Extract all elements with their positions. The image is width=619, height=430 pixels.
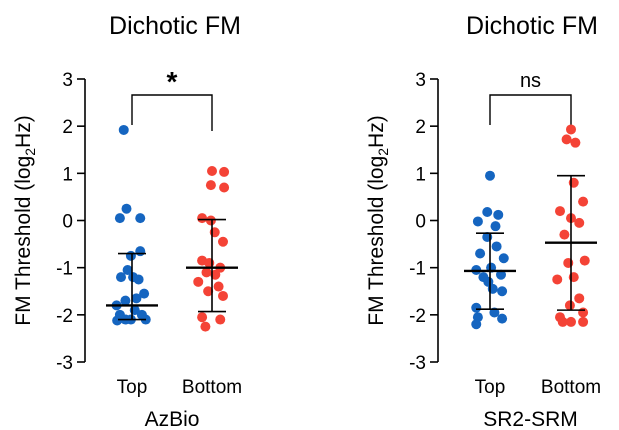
- data-point-top: [125, 250, 136, 261]
- data-point-top: [116, 272, 126, 283]
- data-point-bottom: [552, 274, 563, 285]
- data-point-top: [120, 295, 131, 306]
- data-point-top: [482, 207, 493, 218]
- y-tick-label: -3: [56, 353, 73, 374]
- chart-title: Dichotic FM: [109, 12, 241, 40]
- y-tick-label: -2: [409, 306, 426, 327]
- data-point-bottom: [218, 290, 228, 301]
- data-point-bottom: [207, 165, 217, 176]
- y-tick-label: 1: [62, 164, 73, 185]
- data-point-bottom: [205, 180, 216, 191]
- data-point-top: [497, 313, 508, 324]
- data-point-top: [135, 246, 146, 257]
- data-point-top: [496, 269, 506, 280]
- data-point-bottom: [566, 124, 576, 135]
- data-point-bottom: [197, 213, 208, 224]
- significance-label: ns: [520, 70, 541, 92]
- data-point-top: [475, 248, 486, 259]
- x-axis-label: AzBio: [145, 408, 200, 430]
- panel-sr2-srm: Dichotic FM -3 -2 -1 0 1 2 3 FM Threshold (log2H…: [365, 12, 601, 430]
- data-point-bottom: [215, 314, 226, 325]
- data-point-top: [122, 265, 133, 276]
- data-point-bottom: [197, 312, 208, 323]
- y-tick-label: -1: [409, 259, 426, 280]
- data-point-bottom: [579, 255, 590, 266]
- data-point-bottom: [559, 229, 570, 240]
- data-point-top: [472, 216, 483, 227]
- data-point-bottom: [578, 316, 589, 327]
- y-tick-label: -3: [409, 353, 426, 374]
- data-point-top: [493, 209, 504, 220]
- data-point-top: [135, 213, 146, 224]
- data-point-bottom: [574, 293, 585, 304]
- data-point-bottom: [219, 166, 230, 177]
- data-point-bottom: [561, 134, 572, 145]
- data-point-top: [133, 274, 144, 285]
- significance-bracket: [131, 94, 213, 131]
- data-point-top: [498, 253, 509, 264]
- data-point-top: [497, 286, 508, 297]
- data-point-top: [121, 203, 132, 214]
- data-point-top: [471, 302, 482, 313]
- data-point-top: [131, 293, 142, 304]
- data-point-bottom: [557, 316, 568, 327]
- data-point-bottom: [566, 316, 576, 327]
- data-point-bottom: [578, 196, 589, 207]
- chart-title: Dichotic FM: [466, 12, 598, 40]
- data-point-bottom: [193, 276, 204, 287]
- data-point-top: [118, 124, 129, 135]
- y-tick-label: 3: [415, 70, 426, 91]
- y-tick-label: 1: [415, 164, 426, 185]
- data-point-bottom: [205, 215, 216, 226]
- panel-azbio: Dichotic FM -3 -2 -1 0 1 2 3 FM Threshold (log2H…: [12, 12, 242, 430]
- data-point-top: [490, 221, 501, 232]
- data-point-bottom: [570, 137, 581, 148]
- data-point-bottom: [201, 267, 212, 278]
- y-tick-label: 2: [62, 117, 73, 138]
- y-tick-label: 0: [62, 212, 73, 233]
- data-point-top: [114, 213, 125, 224]
- data-point-bottom: [574, 217, 585, 228]
- data-point-bottom: [213, 281, 224, 292]
- x-category-label: Bottom: [541, 377, 601, 398]
- data-point-top: [471, 319, 482, 330]
- x-category-label: Top: [475, 377, 506, 398]
- data-point-bottom: [203, 286, 214, 297]
- y-tick-label: 0: [415, 212, 426, 233]
- data-point-top: [491, 241, 502, 252]
- data-point-top: [485, 170, 495, 181]
- data-point-bottom: [218, 236, 228, 247]
- x-axis-label: SR2-SRM: [483, 408, 578, 430]
- x-category-label: Top: [117, 377, 148, 398]
- data-point-top: [489, 307, 500, 318]
- data-point-top: [139, 288, 150, 299]
- x-category-label: Bottom: [182, 377, 242, 398]
- data-point-bottom: [200, 321, 211, 332]
- data-point-bottom: [578, 307, 589, 318]
- y-tick-label: -2: [56, 306, 73, 327]
- y-tick-label: 2: [415, 117, 426, 138]
- data-point-top: [112, 315, 123, 326]
- significance-label: *: [167, 66, 178, 97]
- y-tick-label: 3: [62, 70, 73, 91]
- y-tick-label: -1: [56, 259, 73, 280]
- y-axis-label: FM Threshold (log2Hz): [365, 115, 391, 325]
- data-point-bottom: [564, 300, 575, 311]
- data-point-bottom: [555, 206, 565, 217]
- significance-bracket: [489, 94, 572, 131]
- y-axis-label: FM Threshold (log2Hz): [12, 115, 38, 325]
- data-point-bottom: [219, 182, 230, 193]
